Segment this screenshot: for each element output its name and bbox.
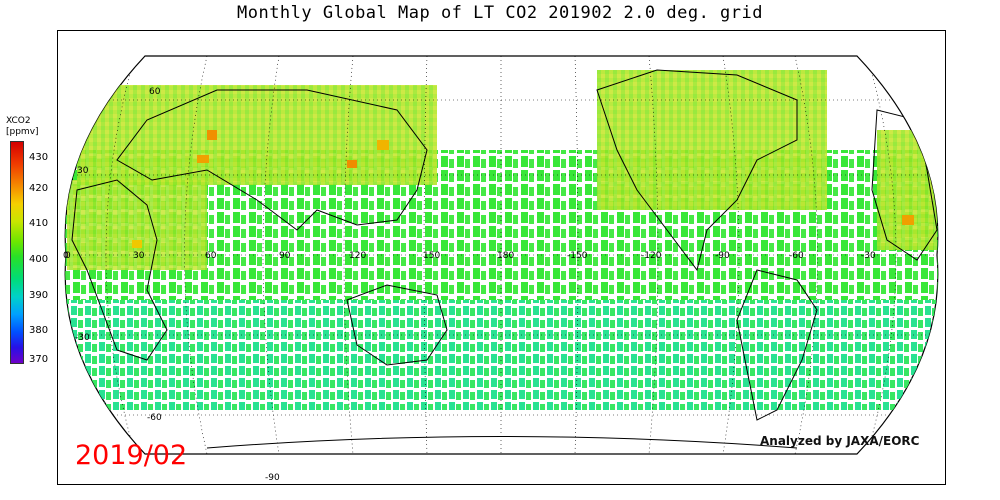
world-map: 60 30 0 -30 -60 -90 0 30 60 90 120 150 1… (63, 55, 939, 483)
land-retrievals-north-america (597, 70, 827, 210)
lon-label-neg120: -120 (641, 251, 662, 261)
lon-label-60: 60 (205, 251, 217, 261)
coast-africa (71, 179, 168, 361)
coast-antarctica (206, 436, 798, 449)
colorbar-tick-430: 430 (29, 152, 49, 163)
lon-label-120: 120 (349, 251, 366, 261)
colorbar-tick-420: 420 (29, 183, 49, 194)
map-title: Monthly Global Map of LT CO2 201902 2.0 … (236, 3, 763, 23)
coast-asia (116, 89, 428, 231)
lon-label-180: 180 (497, 251, 514, 261)
lon-label-neg30: -30 (861, 251, 876, 261)
lon-label-0: 0 (65, 251, 71, 261)
coastlines (71, 69, 938, 449)
coast-australia (346, 284, 448, 366)
date-stamp: 2019/02 (75, 440, 188, 471)
map-frame (57, 30, 946, 485)
coast-north-america (596, 69, 798, 272)
coast-south-america (736, 269, 818, 421)
lat-label-0: 0 (63, 251, 69, 261)
lon-label-neg150: -150 (567, 251, 588, 261)
lon-label-90: 90 (279, 251, 291, 261)
colorbar-label-variable: XCO2 (6, 116, 31, 126)
lat-label-neg30: -30 (75, 333, 90, 343)
ocean-retrievals-south (65, 300, 938, 410)
lon-label-30: 30 (133, 251, 145, 261)
land-retrievals-eurasia (77, 85, 437, 185)
graticule (65, 56, 938, 454)
land-retrievals-europe-africa (877, 130, 937, 250)
lon-label-neg90: -90 (715, 251, 730, 261)
colorbar-title: XCO2 [ppmv] (6, 116, 39, 138)
colorbar-tick-380: 380 (29, 325, 49, 336)
lat-label-neg90: -90 (265, 473, 280, 483)
colorbar-tick-370: 370 (29, 354, 49, 365)
lon-label-neg60: -60 (789, 251, 804, 261)
colorbar-label-unit: [ppmv] (6, 127, 39, 137)
lat-label-30: 30 (77, 166, 89, 176)
lat-label-60: 60 (149, 87, 161, 97)
colorbar (10, 141, 24, 364)
colorbar-tick-400: 400 (29, 254, 49, 265)
colorbar-tick-410: 410 (29, 218, 49, 229)
lon-label-150: 150 (423, 251, 440, 261)
lat-label-neg60: -60 (147, 413, 162, 423)
colorbar-tick-390: 390 (29, 290, 49, 301)
credit-text: Analyzed by JAXA/EORC (760, 434, 920, 448)
